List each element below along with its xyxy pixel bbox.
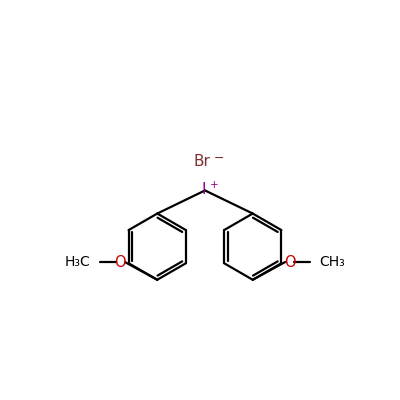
Text: H₃C: H₃C xyxy=(65,255,91,269)
Text: CH₃: CH₃ xyxy=(319,255,345,269)
Text: O: O xyxy=(114,254,126,270)
Text: +: + xyxy=(210,180,218,190)
Text: Br: Br xyxy=(194,154,210,170)
Text: −: − xyxy=(214,152,224,165)
Text: I: I xyxy=(202,182,206,197)
Text: O: O xyxy=(284,254,296,270)
